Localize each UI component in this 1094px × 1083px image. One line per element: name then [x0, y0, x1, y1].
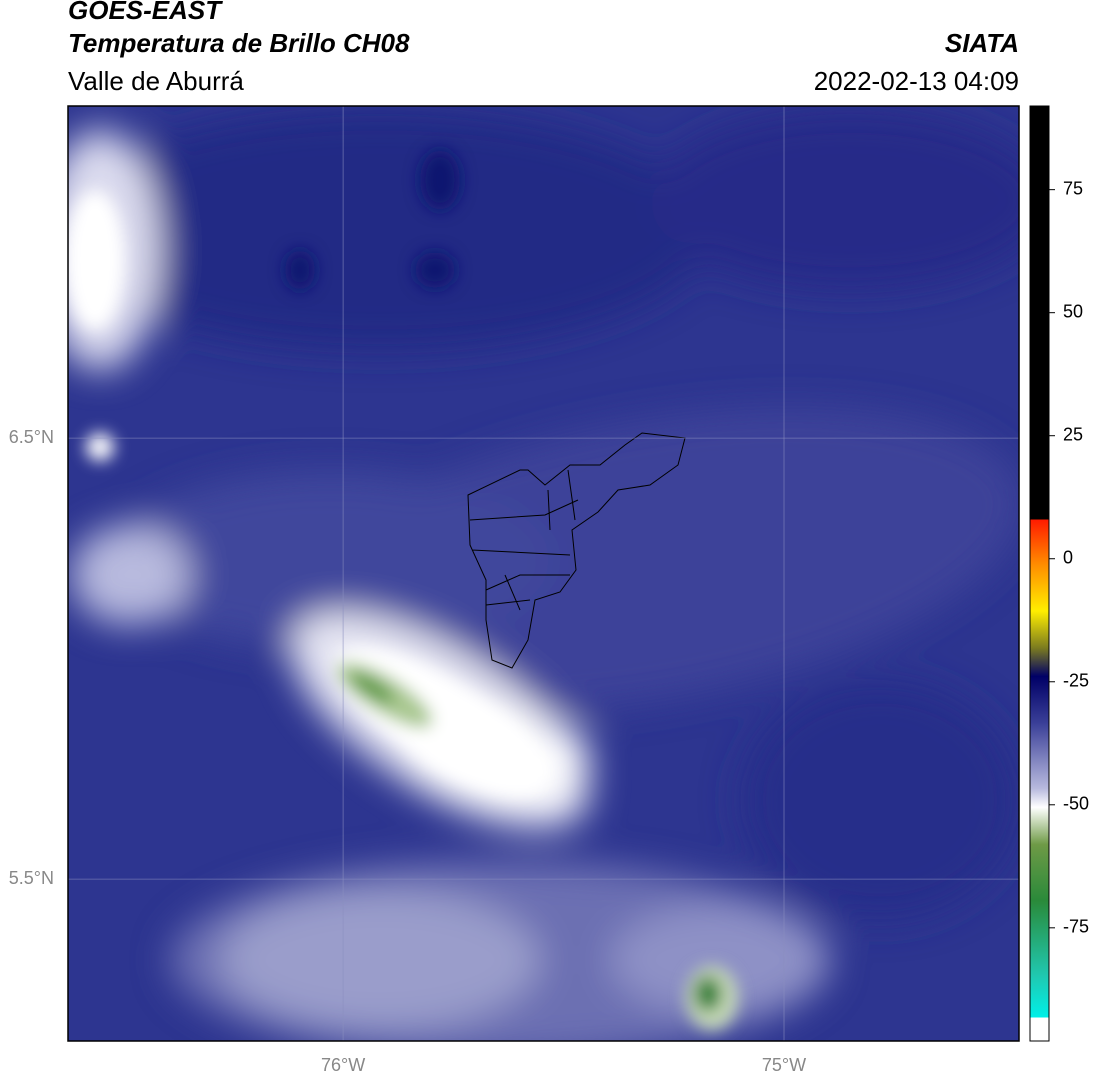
colorbar-tick-label: 50 — [1063, 301, 1083, 321]
colorbar-tick-label: -75 — [1063, 917, 1089, 937]
colorbar-tick-label: -50 — [1063, 794, 1089, 814]
colorbar-tick-label: 75 — [1063, 178, 1083, 198]
lon-label: 76°W — [321, 1055, 365, 1075]
lat-label: 5.5°N — [9, 868, 54, 888]
satellite-image — [68, 106, 1019, 1041]
colorbar — [1029, 105, 1050, 1042]
lon-label: 75°W — [762, 1055, 806, 1075]
colorbar-tick-label: 0 — [1063, 547, 1073, 567]
title: GOES-EAST — [68, 0, 223, 25]
source: SIATA — [945, 28, 1019, 58]
valley-boundary — [467, 432, 686, 669]
colorbar-tick-label: -25 — [1063, 671, 1089, 691]
map-frame — [67, 105, 1020, 1042]
datetime: 2022-02-13 04:09 — [814, 66, 1019, 96]
lat-label: 6.5°N — [9, 427, 54, 447]
region: Valle de Aburrá — [68, 66, 244, 96]
graticule — [68, 106, 1019, 1041]
colorbar-tick-label: 25 — [1063, 424, 1083, 444]
subtitle: Temperatura de Brillo CH08 — [68, 28, 410, 58]
